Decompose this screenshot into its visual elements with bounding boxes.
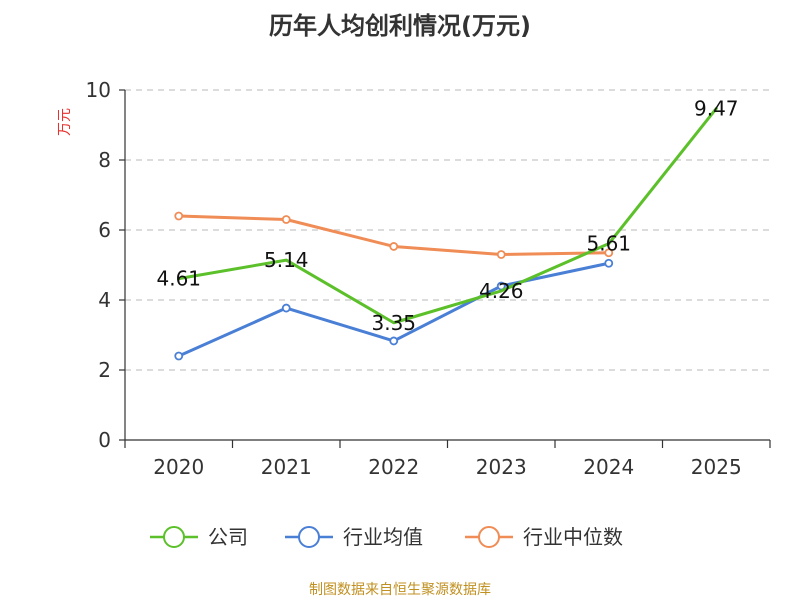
legend-item: 行业中位数: [465, 525, 623, 549]
data-label: 3.35: [371, 311, 416, 335]
y-tick-label: 8: [98, 148, 111, 172]
x-tick-label: 2020: [153, 455, 204, 479]
y-axis-label: 万元: [57, 108, 73, 136]
legend-marker: [478, 526, 500, 548]
legend-label: 行业均值: [343, 525, 423, 549]
data-point: [389, 336, 399, 346]
data-point: [604, 248, 614, 258]
data-label: 9.47: [694, 97, 739, 121]
data-point: [496, 250, 506, 259]
series: [174, 107, 718, 361]
y-tick-label: 6: [98, 218, 111, 242]
grid: [125, 89, 770, 371]
data-labels: 4.61 5.14 3.35 4.26 5.61 9.47: [156, 97, 738, 335]
x-tick-label: 2025: [691, 455, 742, 479]
data-point: [281, 303, 291, 313]
data-point: [281, 215, 291, 224]
chart-title: 历年人均创利情况(万元): [269, 12, 531, 40]
legend-marker: [298, 526, 320, 548]
series-line: [177, 107, 718, 325]
data-point: [604, 258, 614, 268]
legend-marker: [163, 526, 185, 548]
legend-item: 公司: [150, 525, 248, 549]
x-tick-label: 2022: [368, 455, 419, 479]
source-note: 制图数据来自恒生聚源数据库: [309, 582, 491, 598]
legend: 公司 行业均值 行业中位数: [150, 525, 623, 549]
data-label: 5.14: [264, 248, 309, 272]
data-label: 4.26: [479, 279, 524, 303]
data-label: 4.61: [156, 267, 201, 291]
y-tick-label: 2: [98, 358, 111, 382]
data-label: 5.61: [586, 232, 631, 256]
y-tick-label: 10: [86, 78, 111, 102]
x-tick-label: 2024: [583, 455, 634, 479]
legend-label: 公司: [208, 525, 248, 549]
x-tick-label: 2023: [476, 455, 527, 479]
y-tick-label: 4: [98, 288, 111, 312]
data-point: [174, 351, 184, 361]
data-point: [389, 242, 399, 251]
legend-item: 行业均值: [285, 525, 423, 549]
x-tick-label: 2021: [261, 455, 312, 479]
y-tick-label: 0: [98, 428, 111, 452]
axes: 0 2 4 6 8 10 2020 2021 2022 2023 2024 2025: [86, 78, 771, 479]
legend-label: 行业中位数: [523, 525, 623, 549]
data-point: [174, 211, 184, 221]
